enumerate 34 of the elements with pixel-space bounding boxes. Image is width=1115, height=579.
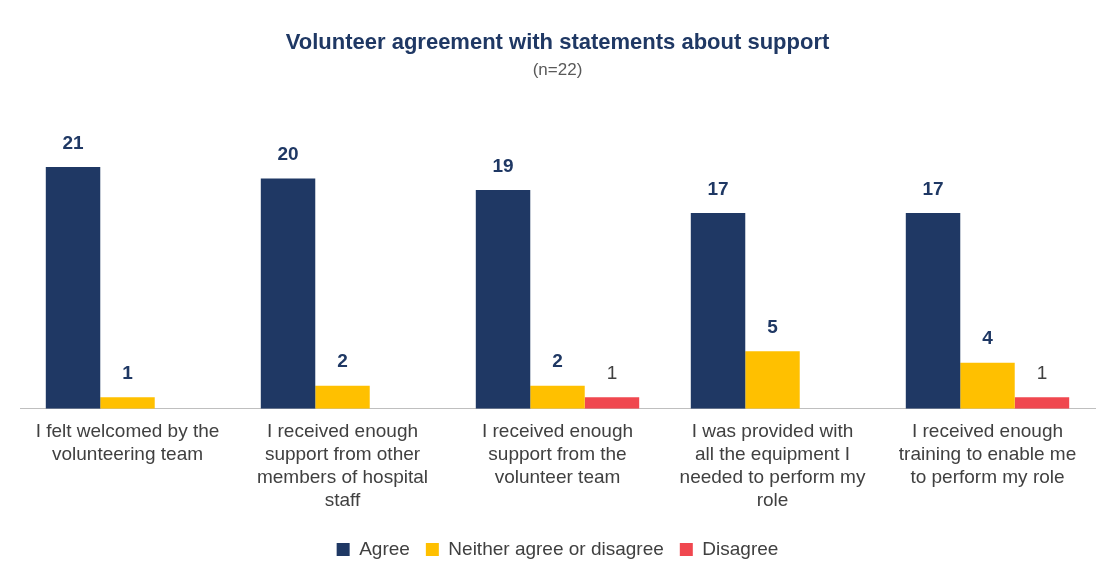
x-tick-label: I received enough support from the volunteer team bbox=[481, 420, 634, 488]
x-tick-label: I received enough support from other members of hospital staff bbox=[256, 420, 429, 510]
bar bbox=[690, 212, 746, 409]
bar bbox=[1014, 397, 1070, 409]
bar bbox=[45, 166, 101, 409]
x-tick-label: I felt welcomed by the volunteering team bbox=[35, 420, 220, 465]
bar bbox=[260, 178, 316, 409]
data-label: 17 bbox=[707, 177, 729, 199]
data-label: 1 bbox=[606, 362, 618, 384]
data-label: 21 bbox=[62, 131, 85, 153]
bar bbox=[100, 397, 155, 409]
data-label: 2 bbox=[552, 350, 563, 372]
bar bbox=[960, 362, 1015, 409]
bar bbox=[745, 351, 800, 409]
data-label: 17 bbox=[922, 177, 944, 199]
bar bbox=[584, 397, 640, 409]
data-label: 1 bbox=[122, 362, 134, 384]
bar bbox=[475, 189, 531, 409]
chart-title: Volunteer agreement with statements about support bbox=[285, 29, 830, 55]
data-label: 20 bbox=[277, 143, 299, 165]
bar bbox=[315, 385, 370, 409]
data-label: 5 bbox=[767, 315, 779, 337]
data-label: 2 bbox=[337, 350, 348, 372]
x-tick-label: I received enough training to enable me to perform my role bbox=[898, 420, 1077, 488]
data-label: 19 bbox=[492, 154, 514, 176]
bar bbox=[530, 385, 585, 409]
legend-label: Disagree bbox=[702, 537, 779, 559]
bar bbox=[905, 212, 961, 409]
legend-label: Agree bbox=[359, 537, 410, 559]
legend-label: Neither agree or disagree bbox=[448, 537, 664, 559]
data-label: 1 bbox=[1036, 362, 1048, 384]
x-tick-label: I was provided with all the equipment I needed to perform my role bbox=[679, 420, 866, 510]
chart-subtitle: (n=22) bbox=[532, 60, 583, 80]
data-label: 4 bbox=[982, 327, 994, 349]
